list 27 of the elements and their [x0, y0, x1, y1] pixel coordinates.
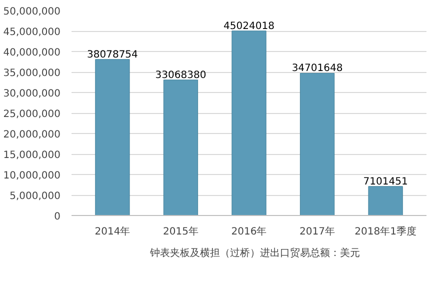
y-tick-label: 35,000,000 [3, 68, 61, 79]
data-label: 38078754 [87, 49, 138, 60]
data-label: 45024018 [224, 20, 274, 32]
x-tick-label: 2016年 [231, 226, 267, 238]
y-tick-label: 15,000,000 [3, 150, 61, 161]
y-tick-label: 5,000,000 [10, 191, 61, 202]
bar [368, 186, 403, 216]
data-label: 34701648 [292, 63, 343, 74]
bar [95, 59, 130, 216]
x-tick-label: 2017年 [300, 226, 335, 238]
data-label: 33068380 [155, 70, 206, 81]
y-tick-label: 45,000,000 [3, 27, 61, 38]
x-tick-label: 2014年 [94, 226, 130, 238]
x-tick-label: 2015年 [163, 226, 198, 238]
bar [163, 80, 198, 216]
y-tick-label: 25,000,000 [3, 109, 61, 120]
y-tick-label: 20,000,000 [3, 130, 61, 140]
bar [232, 30, 266, 216]
y-tick-label: 40,000,000 [3, 48, 61, 58]
y-tick-label: 30,000,000 [3, 88, 61, 100]
y-tick-label: 50,000,000 [3, 6, 61, 18]
text: 钟表夹板及横担（过桥）进出口贸易总额：美元 [150, 246, 360, 260]
x-tick-label: 2018年1季度 [354, 226, 416, 238]
bar [300, 72, 335, 216]
y-tick-label: 0 [54, 212, 61, 222]
data-label: 7101451 [363, 176, 408, 188]
y-tick-label: 10,000,000 [3, 170, 61, 182]
